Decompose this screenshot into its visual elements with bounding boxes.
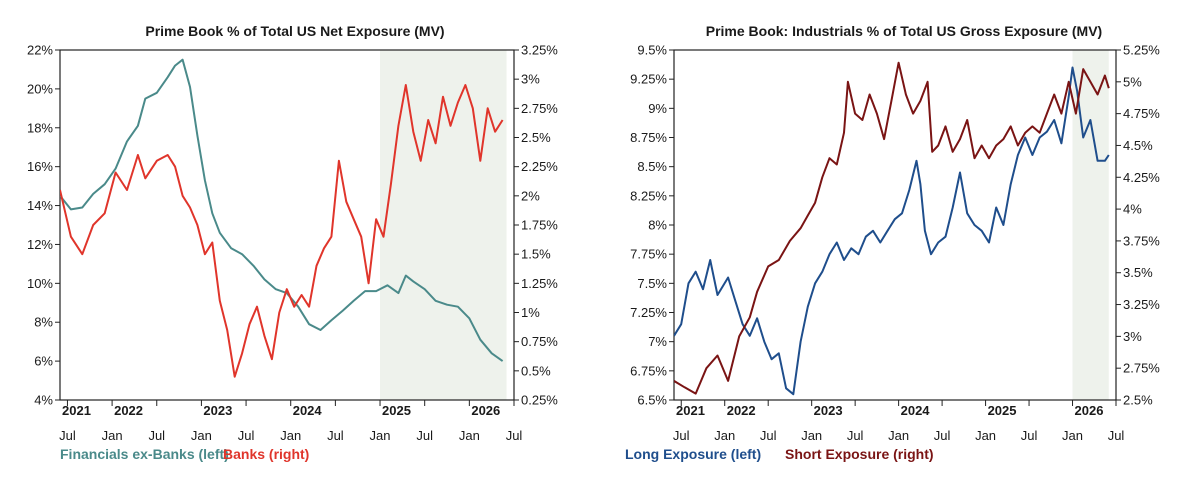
right-tick-label: 5.25%	[1123, 43, 1160, 58]
right-tick-label: 5%	[1123, 74, 1142, 89]
right-tick-label: 3.25%	[521, 43, 558, 58]
left-tick-label: 7.5%	[637, 276, 667, 291]
x-year-label: 2024	[901, 403, 931, 418]
left-tick-label: 6%	[34, 354, 53, 369]
x-year-label: 2021	[676, 403, 705, 418]
left-tick-label: 8.5%	[637, 159, 667, 174]
chart-1: Prime Book % of Total US Net Exposure (M…	[27, 23, 558, 462]
legend-item-2: Banks (right)	[223, 446, 309, 462]
x-month-label: Jan	[975, 428, 996, 443]
left-tick-label: 9.5%	[637, 43, 667, 58]
right-tick-label: 2.5%	[521, 130, 551, 145]
right-tick-label: 4%	[1123, 202, 1142, 217]
right-tick-label: 2.25%	[521, 159, 558, 174]
left-tick-label: 8.75%	[630, 130, 667, 145]
right-tick-label: 2.5%	[1123, 393, 1153, 408]
left-tick-label: 4%	[34, 393, 53, 408]
plot-frame	[673, 49, 1117, 401]
x-month-label: Jul	[1108, 428, 1125, 443]
x-year-label: 2026	[1075, 403, 1104, 418]
right-tick-label: 1.75%	[521, 218, 558, 233]
x-month-label: Jan	[1062, 428, 1083, 443]
left-tick-label: 6.5%	[637, 393, 667, 408]
left-tick-label: 9%	[648, 101, 667, 116]
x-year-label: 2023	[203, 403, 232, 418]
left-tick-label: 22%	[27, 43, 53, 58]
right-tick-label: 4.25%	[1123, 170, 1160, 185]
x-month-label: Jan	[102, 428, 123, 443]
right-tick-label: 1%	[521, 305, 540, 320]
x-month-label: Jan	[714, 428, 735, 443]
x-month-label: Jul	[416, 428, 433, 443]
left-tick-label: 8%	[34, 315, 53, 330]
left-tick-label: 8.25%	[630, 188, 667, 203]
left-tick-label: 16%	[27, 159, 53, 174]
chart-2: Prime Book: Industrials % of Total US Gr…	[625, 23, 1160, 462]
x-year-label: 2023	[814, 403, 843, 418]
chart-title: Prime Book: Industrials % of Total US Gr…	[706, 23, 1102, 39]
x-year-label: 2025	[988, 403, 1017, 418]
left-tick-label: 7.75%	[630, 247, 667, 262]
x-month-label: Jul	[327, 428, 344, 443]
x-month-label: Jul	[1021, 428, 1038, 443]
x-year-label: 2021	[62, 403, 91, 418]
left-tick-label: 7%	[648, 334, 667, 349]
left-tick-label: 7.25%	[630, 305, 667, 320]
series-line-1	[60, 58, 504, 362]
left-tick-label: 18%	[27, 120, 53, 135]
right-tick-label: 3%	[1123, 329, 1142, 344]
left-tick-label: 12%	[27, 237, 53, 252]
right-tick-label: 3.5%	[1123, 265, 1153, 280]
right-tick-label: 3%	[521, 72, 540, 87]
left-tick-label: 9.25%	[630, 72, 667, 87]
x-month-label: Jan	[191, 428, 212, 443]
right-tick-label: 1.25%	[521, 276, 558, 291]
x-year-label: 2024	[293, 403, 323, 418]
x-month-label: Jul	[934, 428, 951, 443]
right-tick-label: 2%	[521, 188, 540, 203]
x-month-label: Jul	[847, 428, 864, 443]
x-month-label: Jan	[801, 428, 822, 443]
right-tick-label: 2.75%	[1123, 361, 1160, 376]
x-year-label: 2025	[382, 403, 411, 418]
right-tick-label: 4.5%	[1123, 138, 1153, 153]
legend-item-2: Short Exposure (right)	[785, 446, 934, 462]
left-tick-label: 6.75%	[630, 363, 667, 378]
left-tick-label: 20%	[27, 81, 53, 96]
x-month-label: Jul	[760, 428, 777, 443]
x-month-label: Jul	[238, 428, 255, 443]
series-line-1	[674, 66, 1110, 396]
right-tick-label: 0.75%	[521, 334, 558, 349]
chart-title: Prime Book % of Total US Net Exposure (M…	[145, 23, 444, 39]
right-tick-label: 3.25%	[1123, 297, 1160, 312]
x-month-label: Jan	[888, 428, 909, 443]
right-tick-label: 4.75%	[1123, 106, 1160, 121]
x-month-label: Jul	[506, 428, 523, 443]
x-year-label: 2022	[114, 403, 143, 418]
x-month-label: Jul	[673, 428, 690, 443]
x-month-label: Jan	[280, 428, 301, 443]
legend-item-1: Long Exposure (left)	[625, 446, 761, 462]
x-month-label: Jan	[459, 428, 480, 443]
x-month-label: Jan	[370, 428, 391, 443]
series-line-2	[674, 61, 1110, 395]
right-tick-label: 0.5%	[521, 363, 551, 378]
x-month-label: Jul	[59, 428, 76, 443]
right-tick-label: 2.75%	[521, 101, 558, 116]
left-tick-label: 8%	[648, 218, 667, 233]
series-line-2	[60, 84, 504, 378]
left-tick-label: 10%	[27, 276, 53, 291]
right-tick-label: 3.75%	[1123, 233, 1160, 248]
x-year-label: 2026	[471, 403, 500, 418]
right-tick-label: 0.25%	[521, 393, 558, 408]
x-year-label: 2022	[727, 403, 756, 418]
legend-item-1: Financials ex-Banks (left)	[60, 446, 229, 462]
left-tick-label: 14%	[27, 198, 53, 213]
right-tick-label: 1.5%	[521, 247, 551, 262]
x-month-label: Jul	[148, 428, 165, 443]
